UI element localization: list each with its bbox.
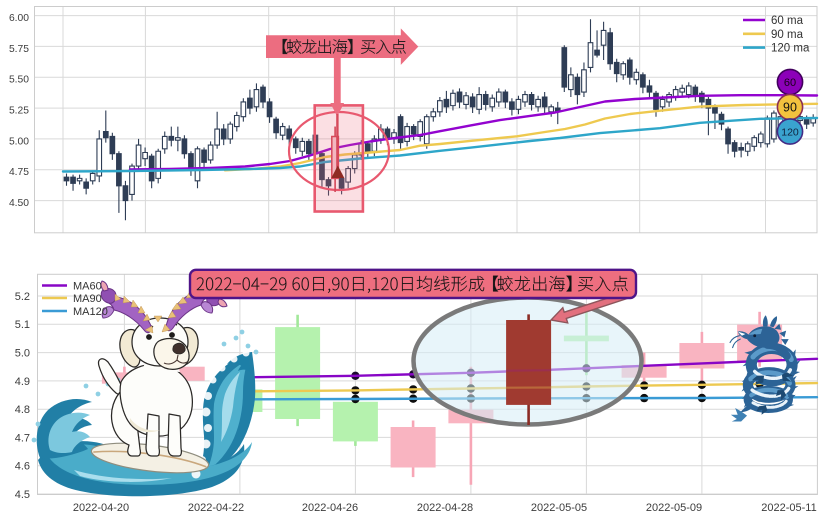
svg-text:2022-05-09: 2022-05-09 bbox=[646, 502, 702, 514]
svg-text:5.50: 5.50 bbox=[9, 75, 29, 86]
svg-text:2022-04-28: 2022-04-28 bbox=[417, 502, 473, 514]
svg-text:60 ma: 60 ma bbox=[771, 15, 804, 27]
svg-text:60: 60 bbox=[784, 77, 796, 89]
svg-text:4.9: 4.9 bbox=[15, 376, 30, 388]
svg-text:90 ma: 90 ma bbox=[771, 29, 804, 41]
svg-text:4.50: 4.50 bbox=[9, 198, 29, 209]
svg-text:4.7: 4.7 bbox=[15, 432, 30, 444]
svg-text:4.5: 4.5 bbox=[15, 489, 30, 501]
svg-text:MA90: MA90 bbox=[73, 293, 102, 305]
svg-text:90: 90 bbox=[783, 101, 797, 115]
svg-text:MA60: MA60 bbox=[73, 281, 102, 293]
svg-text:5.2: 5.2 bbox=[15, 291, 30, 303]
svg-text:5.1: 5.1 bbox=[15, 319, 30, 331]
svg-text:4.75: 4.75 bbox=[9, 167, 29, 178]
svg-text:2022-04-20: 2022-04-20 bbox=[73, 502, 129, 514]
svg-text:2022-04-26: 2022-04-26 bbox=[302, 502, 358, 514]
svg-text:2022-05-11: 2022-05-11 bbox=[761, 502, 816, 514]
svg-text:2022-04-22: 2022-04-22 bbox=[188, 502, 244, 514]
svg-text:5.0: 5.0 bbox=[15, 348, 30, 360]
svg-text:4.6: 4.6 bbox=[15, 461, 30, 473]
svg-text:5.25: 5.25 bbox=[9, 106, 29, 117]
svg-text:120: 120 bbox=[781, 127, 799, 139]
svg-text:MA120: MA120 bbox=[73, 306, 108, 318]
svg-text:5.75: 5.75 bbox=[9, 44, 29, 55]
svg-text:120 ma: 120 ma bbox=[771, 43, 810, 55]
svg-text:2022-05-05: 2022-05-05 bbox=[531, 502, 587, 514]
svg-text:6.00: 6.00 bbox=[9, 13, 29, 24]
svg-text:5.00: 5.00 bbox=[9, 136, 29, 147]
svg-text:4.8: 4.8 bbox=[15, 404, 30, 416]
